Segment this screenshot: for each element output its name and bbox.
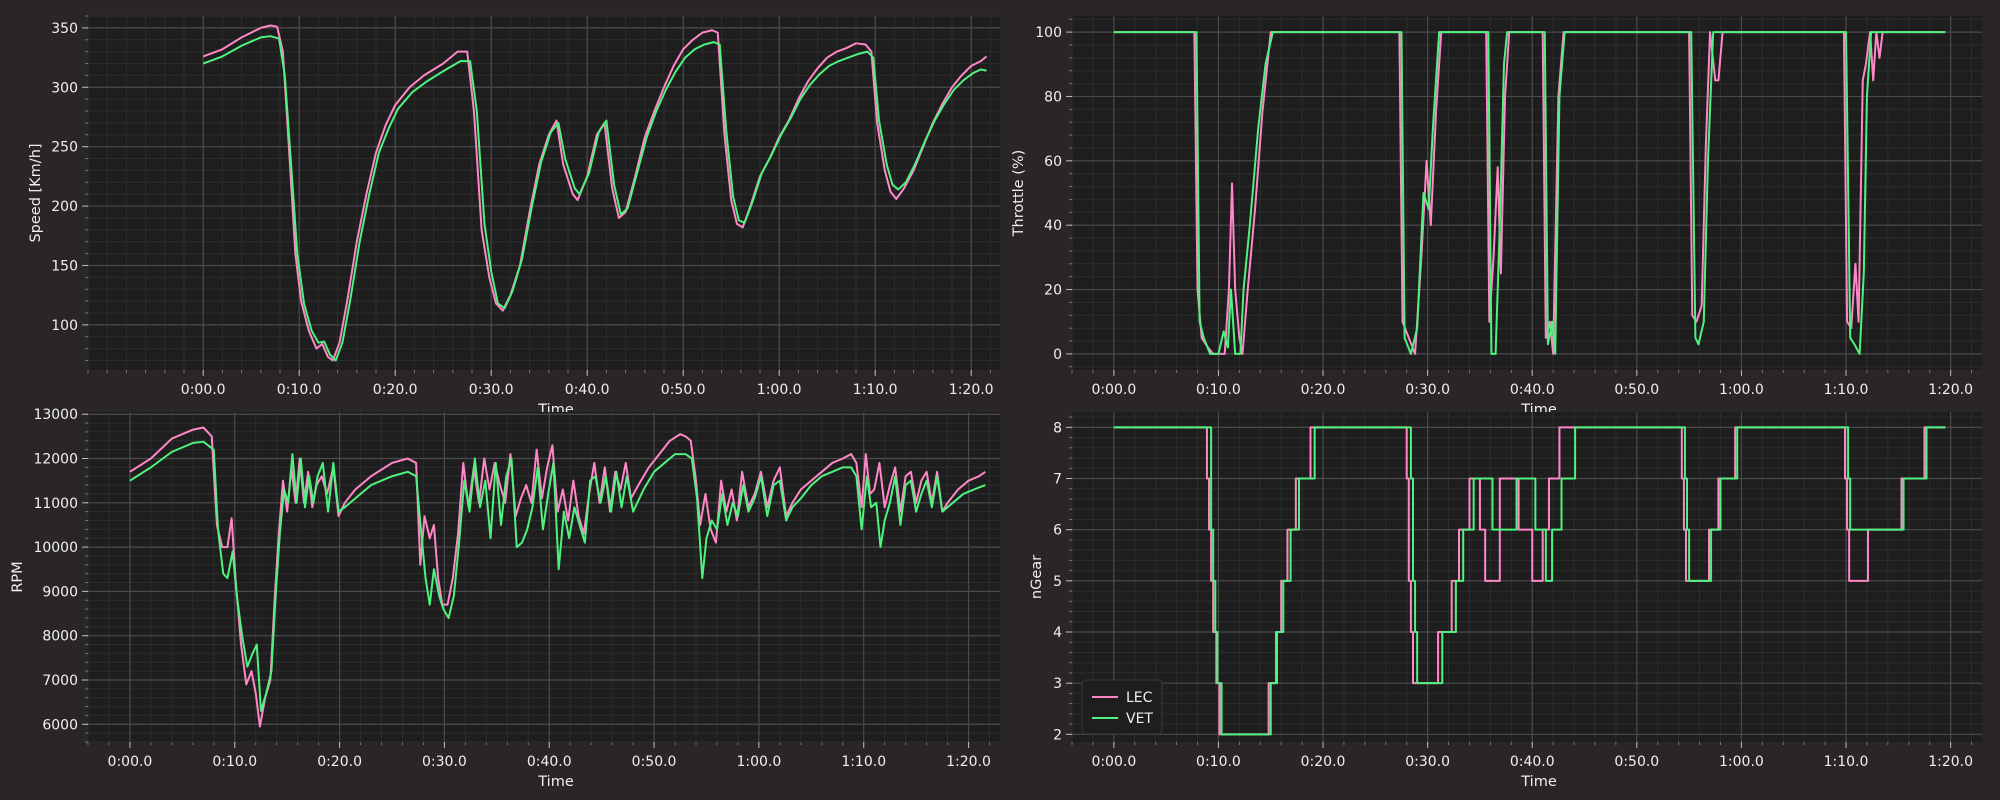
throttle-yaxis-label: Throttle (%) [1011, 150, 1027, 238]
speed-xtick-label: 0:10.0 [277, 382, 322, 398]
ngear-xtick-label: 0:10.0 [1196, 754, 1241, 770]
legend-label-vet: VET [1126, 711, 1153, 727]
ngear-ytick-label: 4 [1053, 625, 1062, 641]
legend-label-lec: LEC [1126, 690, 1153, 706]
rpm-xtick-label: 0:10.0 [212, 754, 257, 770]
speed-xtick-label: 0:40.0 [565, 382, 610, 398]
ngear-ytick-label: 5 [1053, 574, 1062, 590]
speed-ytick-label: 350 [51, 21, 78, 37]
throttle-xtick-label: 0:50.0 [1614, 382, 1659, 398]
ngear-xtick-label: 1:00.0 [1719, 754, 1764, 770]
rpm-ytick-label: 10000 [33, 540, 78, 556]
speed-yaxis-label: Speed [Km/h] [28, 143, 44, 242]
rpm-xtick-label: 1:10.0 [841, 754, 886, 770]
throttle-ytick-label: 20 [1044, 283, 1062, 299]
ngear-series-vet [1113, 426, 1946, 736]
rpm-xtick-label: 0:40.0 [527, 754, 572, 770]
ngear-ytick-label: 7 [1053, 472, 1062, 488]
speed-xtick-label: 0:20.0 [373, 382, 418, 398]
rpm-xtick-label: 0:50.0 [632, 754, 677, 770]
legend-box [1081, 679, 1163, 735]
rpm-ytick-label: 13000 [33, 407, 78, 423]
speed-plot-area [88, 16, 1000, 370]
speed-ytick-label: 250 [51, 140, 78, 156]
speed-xtick-label: 1:00.0 [757, 382, 802, 398]
rpm-ytick-label: 12000 [33, 452, 78, 468]
rpm-ytick-label: 11000 [33, 496, 78, 512]
ngear-xtick-label: 0:20.0 [1301, 754, 1346, 770]
rpm-xtick-label: 0:20.0 [317, 754, 362, 770]
rpm-ytick-label: 6000 [42, 717, 78, 733]
throttle-xtick-label: 0:40.0 [1510, 382, 1555, 398]
rpm-xaxis-label: Time [537, 774, 574, 790]
speed-ytick-label: 100 [51, 318, 78, 334]
speed-panel: 0:00.0 0:10.0 0:20.0 0:30.0 0:40.0 0:50.0 1:00… [28, 15, 1000, 418]
throttle-ytick-label: 100 [1035, 25, 1062, 41]
speed-xtick-label: 0:50.0 [661, 382, 706, 398]
speed-xtick-label: 0:30.0 [469, 382, 514, 398]
ngear-yaxis-label: nGear [1029, 555, 1045, 599]
ngear-plot-area [1072, 412, 1982, 742]
rpm-xtick-label: 0:00.0 [108, 754, 153, 770]
throttle-ytick-label: 80 [1044, 89, 1062, 105]
throttle-panel: 0:00.0 0:10.0 0:20.0 0:30.0 0:40.0 0:50.0 1:00… [1011, 16, 1982, 418]
ngear-xtick-label: 0:40.0 [1510, 754, 1555, 770]
speed-series-lec [202, 24, 988, 362]
rpm-xtick-label: 1:20.0 [946, 754, 991, 770]
ngear-ytick-label: 6 [1053, 523, 1062, 539]
throttle-xtick-label: 1:20.0 [1928, 382, 1973, 398]
rpm-xtick-label: 1:00.0 [736, 754, 781, 770]
speed-ytick-label: 150 [51, 258, 78, 274]
throttle-xtick-label: 0:30.0 [1405, 382, 1450, 398]
speed-ytick-label: 200 [51, 199, 78, 215]
speed-series-vet [202, 35, 987, 362]
rpm-ytick-label: 7000 [42, 673, 78, 689]
throttle-series-lec [1113, 31, 1946, 355]
ngear-panel: 0:00.0 0:10.0 0:20.0 0:30.0 0:40.0 0:50.0 1:00… [1029, 412, 1982, 790]
throttle-ytick-label: 40 [1044, 218, 1062, 234]
ngear-xtick-label: 0:50.0 [1614, 754, 1659, 770]
ngear-ytick-label: 2 [1053, 727, 1062, 743]
rpm-series-lec [129, 426, 986, 728]
ngear-xtick-label: 1:20.0 [1928, 754, 1973, 770]
throttle-ytick-label: 60 [1044, 154, 1062, 170]
rpm-ytick-label: 9000 [42, 584, 78, 600]
rpm-panel: 0:00.0 0:10.0 0:20.0 0:30.0 0:40.0 0:50.0 1:00… [10, 407, 1000, 790]
ngear-xaxis-label: Time [1520, 774, 1557, 790]
speed-xtick-label: 1:20.0 [949, 382, 994, 398]
speed-xtick-label: 1:10.0 [853, 382, 898, 398]
throttle-xtick-label: 0:00.0 [1091, 382, 1136, 398]
speed-ytick-label: 300 [51, 80, 78, 96]
speed-xtick-label: 0:00.0 [181, 382, 226, 398]
rpm-xtick-label: 0:30.0 [422, 754, 467, 770]
ngear-xtick-label: 0:00.0 [1091, 754, 1136, 770]
throttle-xtick-label: 0:10.0 [1196, 382, 1241, 398]
ngear-ytick-label: 3 [1053, 676, 1062, 692]
rpm-ytick-label: 8000 [42, 629, 78, 645]
throttle-plot-area [1072, 16, 1982, 370]
ngear-xtick-label: 1:10.0 [1824, 754, 1869, 770]
rpm-series-vet [129, 440, 986, 712]
throttle-xtick-label: 0:20.0 [1301, 382, 1346, 398]
throttle-series-vet [1113, 31, 1946, 355]
ngear-ytick-label: 8 [1053, 420, 1062, 436]
throttle-xtick-label: 1:00.0 [1719, 382, 1764, 398]
throttle-xtick-label: 1:10.0 [1824, 382, 1869, 398]
throttle-ytick-label: 0 [1053, 347, 1062, 363]
rpm-yaxis-label: RPM [10, 561, 26, 592]
ngear-xtick-label: 0:30.0 [1405, 754, 1450, 770]
legend: LEC VET [1081, 679, 1163, 735]
